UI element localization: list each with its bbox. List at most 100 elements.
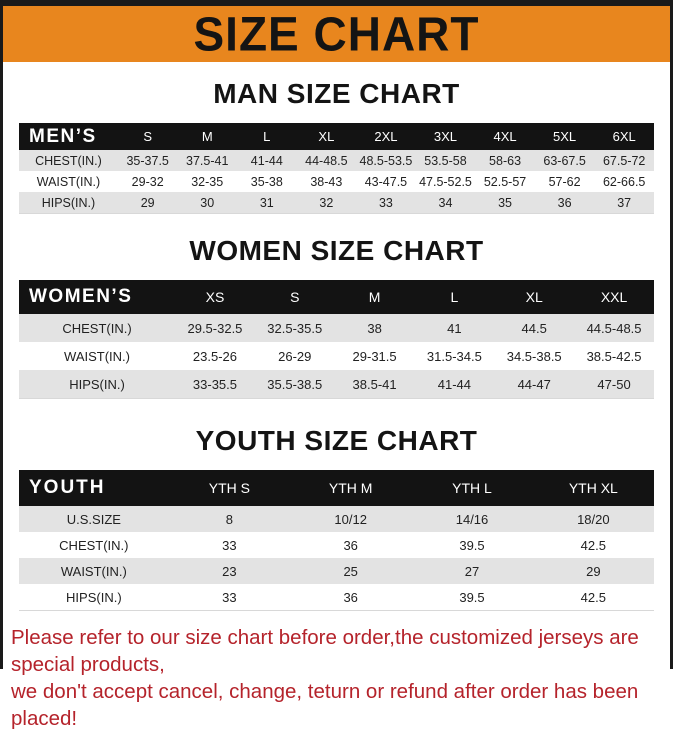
value-cell: 32 xyxy=(319,195,334,210)
table-row: HIPS(IN.) 33-35.5 35.5-38.5 38.5-41 41-44 44-… xyxy=(19,370,654,399)
table-row: WAIST(IN.) 23 25 27 29 xyxy=(19,558,654,584)
disclaimer-line-1: Please refer to our size chart before or… xyxy=(11,626,639,676)
size-header-cell: XL xyxy=(494,280,575,314)
value-cell: 52.5-57 xyxy=(483,174,527,189)
value-cell: 25 xyxy=(343,563,358,579)
value-cell: 32.5-35.5 xyxy=(267,320,323,336)
row-label-cell: CHEST(IN.) xyxy=(35,153,102,168)
value-cell: 32-35 xyxy=(191,174,224,189)
value-cell: 35-37.5 xyxy=(126,153,169,168)
size-header-cell: 4XL xyxy=(475,123,535,150)
value-cell: 29 xyxy=(140,195,155,210)
row-label-cell: HIPS(IN.) xyxy=(66,589,122,605)
value-cell: 48.5-53.5 xyxy=(359,153,413,168)
value-cell: 39.5 xyxy=(459,537,485,553)
table-row: CHEST(IN.) 33 36 39.5 42.5 xyxy=(19,532,654,558)
value-cell: 35-38 xyxy=(250,174,283,189)
value-cell: 36 xyxy=(557,195,572,210)
size-header-cell: XXL xyxy=(574,280,654,314)
table-row: CHEST(IN.) 29.5-32.5 32.5-35.5 38 41 44.5 44.5… xyxy=(19,314,654,342)
value-cell: 34.5-38.5 xyxy=(506,348,562,364)
value-cell: 33 xyxy=(222,589,237,605)
value-cell: 38.5-41 xyxy=(352,376,397,392)
value-cell: 37.5-41 xyxy=(186,153,229,168)
value-cell: 33-35.5 xyxy=(192,376,237,392)
value-cell: 35.5-38.5 xyxy=(267,376,323,392)
womens-size-table: WOMEN’S XS S M L XL XXL CHEST(IN.) 29.5-32.5 32.5… xyxy=(19,280,654,399)
banner-title: SIZE CHART xyxy=(193,6,480,62)
size-header-cell: 3XL xyxy=(415,123,476,150)
value-cell: 67.5-72 xyxy=(602,153,646,168)
value-cell: 44-47 xyxy=(517,376,551,392)
value-cell: 41-44 xyxy=(437,376,472,392)
value-cell: 31 xyxy=(259,195,274,210)
row-label-cell: U.S.SIZE xyxy=(66,511,121,527)
value-cell: 23 xyxy=(222,563,237,579)
value-cell: 29-32 xyxy=(131,174,164,189)
table-row: WAIST(IN.) 29-32 32-35 35-38 38-43 43-47.5 47.… xyxy=(19,171,654,192)
table-title-cell: YOUTH xyxy=(19,470,169,506)
table-title-cell: MEN’S xyxy=(19,123,118,150)
row-label-cell: CHEST(IN.) xyxy=(59,537,129,553)
value-cell: 53.5-58 xyxy=(424,153,467,168)
youth-size-chart-heading: YOUTH SIZE CHART xyxy=(195,425,478,456)
row-label-cell: HIPS(IN.) xyxy=(69,376,125,392)
value-cell: 42.5 xyxy=(580,589,606,605)
size-header-cell: YTH XL xyxy=(532,470,654,506)
value-cell: 38 xyxy=(367,320,382,336)
table-header-row: WOMEN’S XS S M L XL XXL xyxy=(19,280,654,314)
table-row: HIPS(IN.) 33 36 39.5 42.5 xyxy=(19,584,654,611)
disclaimer-line-2: we don't accept cancel, change, teturn o… xyxy=(11,680,639,730)
table-header-row: MEN’S S M L XL 2XL 3XL 4XL 5XL 6XL xyxy=(19,123,654,150)
size-header-cell: L xyxy=(237,123,297,150)
value-cell: 36 xyxy=(343,589,358,605)
size-header-cell: XL xyxy=(296,123,357,150)
value-cell: 33 xyxy=(222,537,237,553)
value-cell: 58-63 xyxy=(489,153,522,168)
size-header-cell: M xyxy=(334,280,415,314)
size-header-cell: L xyxy=(414,280,495,314)
value-cell: 23.5-26 xyxy=(192,348,237,364)
value-cell: 44.5 xyxy=(521,320,547,336)
row-label-cell: HIPS(IN.) xyxy=(41,195,96,210)
table-title-cell: WOMEN’S xyxy=(19,280,176,314)
man-size-chart-heading: MAN SIZE CHART xyxy=(213,78,460,109)
value-cell: 43-47.5 xyxy=(364,174,408,189)
size-header-cell: S xyxy=(117,123,178,150)
value-cell: 39.5 xyxy=(459,589,485,605)
value-cell: 30 xyxy=(200,195,215,210)
size-header-cell: M xyxy=(177,123,238,150)
value-cell: 26-29 xyxy=(278,348,312,364)
value-cell: 29-31.5 xyxy=(352,348,397,364)
value-cell: 36 xyxy=(343,537,358,553)
size-header-cell: XS xyxy=(175,280,255,314)
value-cell: 38.5-42.5 xyxy=(586,348,642,364)
value-cell: 37 xyxy=(617,195,632,210)
value-cell: 35 xyxy=(498,195,512,210)
size-chart-banner: SIZE CHART xyxy=(3,6,670,62)
value-cell: 8 xyxy=(225,511,233,527)
table-row: CHEST(IN.) 35-37.5 37.5-41 41-44 44-48.5 48.5… xyxy=(19,150,654,171)
size-header-cell: YTH S xyxy=(168,470,291,506)
value-cell: 34 xyxy=(438,195,453,210)
value-cell: 47-50 xyxy=(597,376,631,392)
value-cell: 38-43 xyxy=(310,174,343,189)
order-disclaimer: Please refer to our size chart before or… xyxy=(11,624,670,732)
size-header-cell: S xyxy=(254,280,335,314)
mens-size-table: MEN’S S M L XL 2XL 3XL 4XL 5XL 6XL CHEST(IN.) 35-37… xyxy=(19,123,654,214)
row-label-cell: CHEST(IN.) xyxy=(62,320,132,336)
women-size-chart-heading: WOMEN SIZE CHART xyxy=(189,235,484,266)
table-header-row: YOUTH YTH S YTH M YTH L YTH XL xyxy=(19,470,654,506)
value-cell: 29.5-32.5 xyxy=(187,320,243,336)
value-cell: 63-67.5 xyxy=(543,153,586,168)
size-header-cell: 2XL xyxy=(356,123,416,150)
value-cell: 57-62 xyxy=(548,174,581,189)
row-label-cell: WAIST(IN.) xyxy=(60,563,127,579)
value-cell: 18/20 xyxy=(577,511,610,527)
value-cell: 42.5 xyxy=(580,537,606,553)
value-cell: 29 xyxy=(586,563,601,579)
value-cell: 41-44 xyxy=(250,153,283,168)
size-header-cell: 6XL xyxy=(594,123,654,150)
value-cell: 31.5-34.5 xyxy=(426,348,482,364)
value-cell: 44.5-48.5 xyxy=(586,320,642,336)
